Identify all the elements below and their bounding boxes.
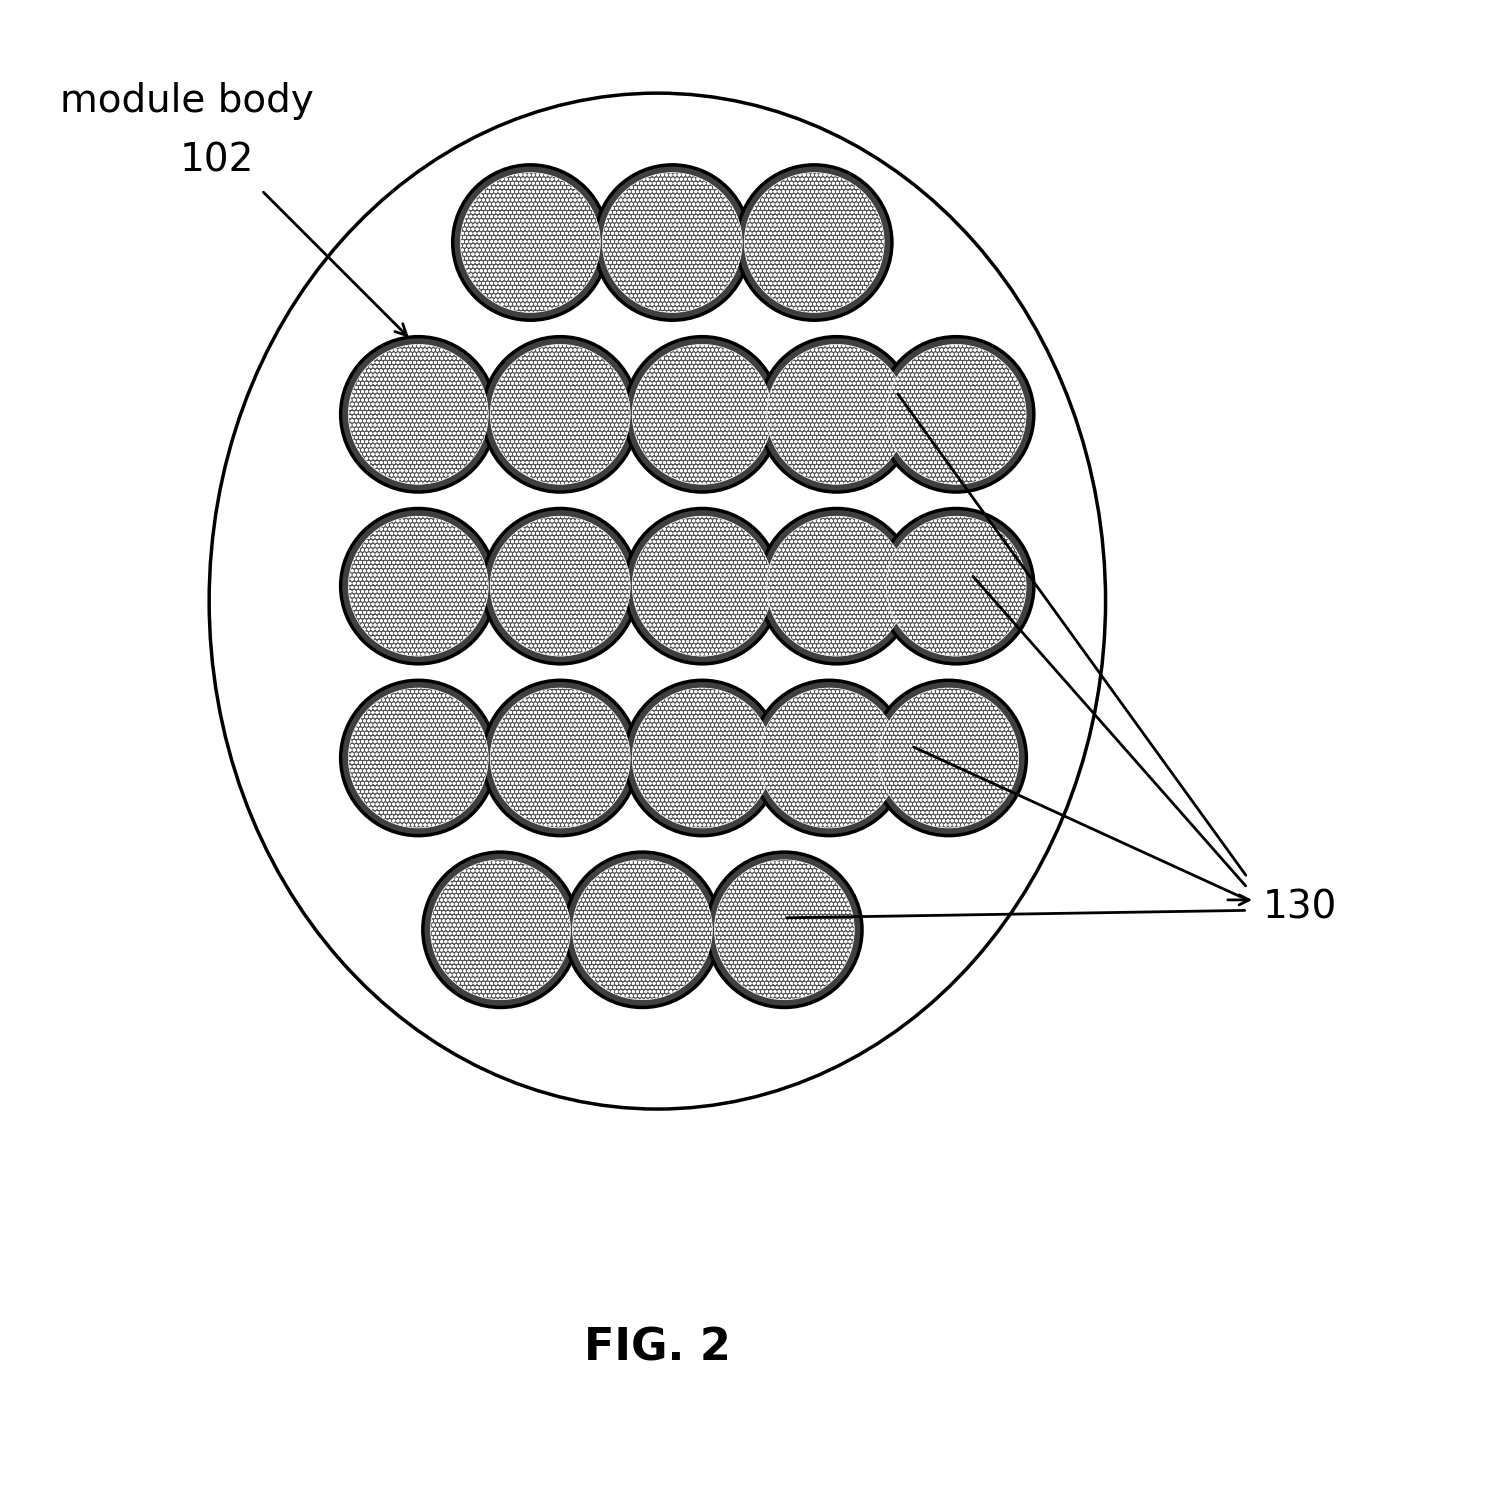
Ellipse shape <box>707 853 862 1007</box>
Ellipse shape <box>624 336 780 492</box>
Ellipse shape <box>348 344 489 485</box>
Ellipse shape <box>565 853 720 1007</box>
Text: 130: 130 <box>1262 889 1337 926</box>
Ellipse shape <box>744 173 884 312</box>
Ellipse shape <box>624 680 780 836</box>
Ellipse shape <box>490 344 630 485</box>
Ellipse shape <box>751 680 907 836</box>
Ellipse shape <box>759 336 914 492</box>
Ellipse shape <box>490 687 630 829</box>
Ellipse shape <box>878 509 1034 663</box>
Ellipse shape <box>348 687 489 829</box>
Ellipse shape <box>430 860 571 1000</box>
Ellipse shape <box>878 336 1034 492</box>
Ellipse shape <box>453 165 608 320</box>
Ellipse shape <box>886 344 1026 485</box>
Ellipse shape <box>348 516 489 656</box>
Ellipse shape <box>624 509 780 663</box>
Ellipse shape <box>759 509 914 663</box>
Ellipse shape <box>632 344 772 485</box>
Ellipse shape <box>341 680 496 836</box>
Ellipse shape <box>871 680 1026 836</box>
Ellipse shape <box>572 860 713 1000</box>
Ellipse shape <box>483 336 638 492</box>
Ellipse shape <box>766 344 907 485</box>
Ellipse shape <box>483 680 638 836</box>
Ellipse shape <box>490 516 630 656</box>
Ellipse shape <box>759 687 899 829</box>
Text: module body: module body <box>60 81 314 120</box>
Ellipse shape <box>423 853 578 1007</box>
Text: FIG. 2: FIG. 2 <box>584 1327 731 1369</box>
Ellipse shape <box>886 516 1026 656</box>
Ellipse shape <box>766 516 907 656</box>
Ellipse shape <box>714 860 855 1000</box>
Ellipse shape <box>878 687 1019 829</box>
Ellipse shape <box>595 165 750 320</box>
Ellipse shape <box>483 509 638 663</box>
Ellipse shape <box>632 516 772 656</box>
Ellipse shape <box>209 93 1106 1109</box>
Ellipse shape <box>602 173 743 312</box>
Ellipse shape <box>632 687 772 829</box>
Ellipse shape <box>737 165 892 320</box>
Ellipse shape <box>341 336 496 492</box>
Ellipse shape <box>341 509 496 663</box>
Text: 102: 102 <box>179 141 254 180</box>
Ellipse shape <box>460 173 601 312</box>
